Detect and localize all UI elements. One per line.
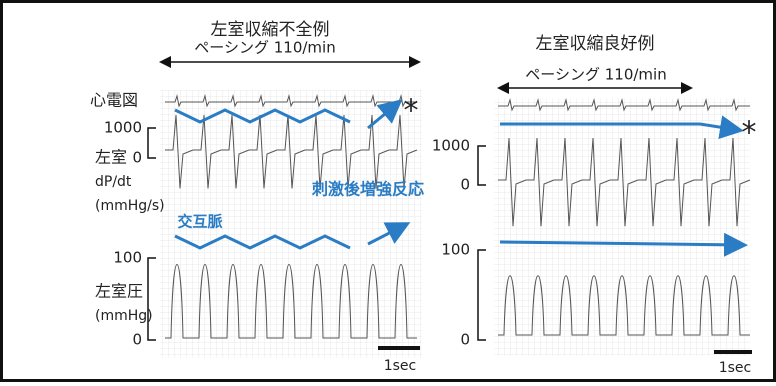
figure: 左室収縮不全例ペーシング 110/min心電図10000左室dP/dt(mmHg… [0,0,776,382]
label: 0 [460,176,470,194]
label: 0 [460,331,470,349]
label: 0 [132,149,142,167]
label: 左室収縮不全例 [211,20,330,40]
label: ペーシング 110/min [194,39,335,57]
page: {"panels": [ {"title": "左室収縮不全例", "pacin… [0,0,776,382]
label: 1000 [104,119,142,137]
label: 1sec [719,360,752,376]
label: 100 [441,241,470,259]
label: 100 [113,249,142,267]
label: 1sec [384,358,417,374]
label: * [404,94,419,129]
label: (mmHg/s) [95,198,165,214]
label: 心電図 [90,91,138,110]
label: 1000 [432,137,470,155]
body: 左室収縮不全例ペーシング 110/min心電図10000左室dP/dt(mmHg… [0,0,776,382]
label: 左室圧 [95,282,143,301]
label: 交互脈 [177,213,222,231]
label: 左室収縮良好例 [536,34,655,54]
label: * [742,116,757,151]
label: 左室 [95,148,127,167]
label: (mmHg) [95,308,153,324]
label: dP/dt [95,174,132,190]
label: 0 [132,331,142,349]
label: 刺激後増強反応 [311,180,424,199]
label: ペーシング 110/min [525,66,666,84]
